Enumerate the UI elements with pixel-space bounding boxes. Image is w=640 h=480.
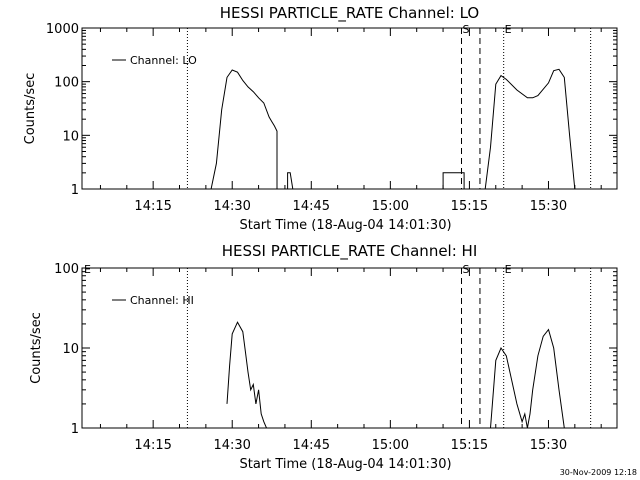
plot-frame [81, 27, 618, 190]
x-axis-label: Start Time (18-Aug-04 14:01:30) [239, 218, 451, 233]
x-tick-label: 15:00 [372, 199, 409, 214]
y-tick-label: 100 [54, 262, 79, 277]
marker-label: S [463, 23, 470, 36]
y-axis-label: Counts/sec [23, 73, 38, 145]
x-tick-label: 14:15 [134, 438, 171, 453]
y-axis-label: Counts/sec [29, 312, 44, 384]
x-tick-label: 14:30 [213, 438, 250, 453]
marker-label: E [505, 263, 512, 276]
x-tick-label: 14:15 [134, 199, 171, 214]
y-tick-label: 1000 [46, 22, 79, 37]
y-tick-label: 10 [62, 342, 79, 357]
x-tick-label: 15:00 [372, 438, 409, 453]
marker-label: E [505, 23, 512, 36]
y-tick-label: 1 [71, 183, 79, 198]
y-tick-label: 100 [54, 76, 79, 91]
chart-title: HESSI PARTICLE_RATE Channel: HI [222, 242, 478, 261]
x-axis-label: Start Time (18-Aug-04 14:01:30) [239, 457, 451, 472]
x-tick-label: 15:30 [530, 199, 567, 214]
x-tick-label: 15:15 [451, 438, 488, 453]
series-line [226, 321, 565, 429]
legend-label: Channel: HI [130, 294, 194, 307]
marker-label: S [463, 263, 470, 276]
legend-label: Channel: LO [130, 54, 197, 67]
plot-frame [81, 267, 618, 429]
panel-hi: HESSI PARTICLE_RATE Channel: HI 14:15 14:3… [29, 242, 618, 472]
x-tick-label: 14:45 [293, 438, 330, 453]
chart-title: HESSI PARTICLE_RATE Channel: LO [220, 4, 479, 23]
marker-label: E [84, 263, 91, 276]
y-tick-label: 1 [71, 422, 79, 437]
timestamp: 30-Nov-2009 12:18 [560, 468, 637, 477]
x-tick-label: 14:45 [293, 199, 330, 214]
x-tick-label: 14:30 [213, 199, 250, 214]
y-tick-label: 10 [62, 129, 79, 144]
x-tick-label: 15:30 [530, 438, 567, 453]
series-line [210, 68, 576, 190]
panel-lo: HESSI PARTICLE_RATE Channel: LO 14:15 14:3… [23, 4, 618, 233]
x-tick-label: 15:15 [451, 199, 488, 214]
